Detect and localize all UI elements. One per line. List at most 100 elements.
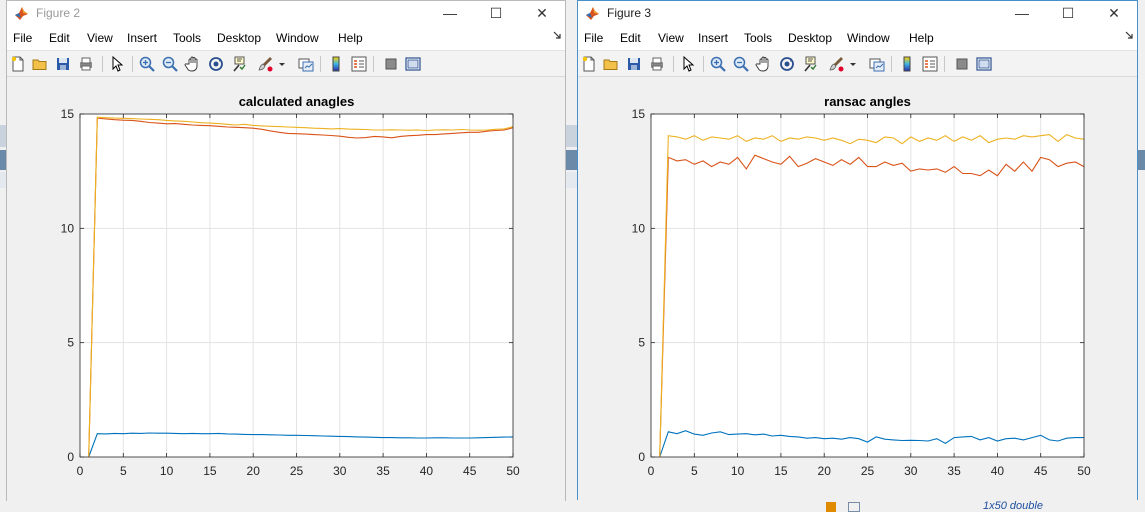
data-cursor-icon[interactable] [231, 55, 249, 73]
print-icon[interactable] [77, 55, 95, 73]
save-icon[interactable] [54, 55, 72, 73]
maximize-button[interactable]: ☐ [1061, 5, 1075, 21]
zoom-out-icon[interactable] [732, 55, 750, 73]
plot-area: 0 5 10 15 20 25 30 35 40 45 50 0 5 10 15 ransac angles [578, 77, 1137, 501]
menu-help[interactable]: Help [909, 31, 934, 45]
background-strip [566, 172, 578, 188]
link-plot-icon[interactable] [868, 55, 886, 73]
rotate-3d-icon[interactable] [207, 55, 225, 73]
background-window-right [1138, 0, 1145, 512]
menu-tools[interactable]: Tools [173, 31, 202, 45]
zoom-out-icon[interactable] [161, 55, 179, 73]
pan-icon[interactable] [184, 55, 202, 73]
menu-window[interactable]: Window [276, 31, 319, 45]
title-bar[interactable]: Figure 2 — ☐ ✕ [7, 1, 565, 26]
minimize-button[interactable]: — [443, 5, 457, 21]
show-plot-tools-icon[interactable] [975, 55, 993, 73]
menu-bar: File Edit View Insert Tools Desktop Window Help [7, 26, 565, 50]
x-tick-label: 25 [861, 464, 875, 478]
menu-tools[interactable]: Tools [744, 31, 773, 45]
title-bar[interactable]: Figure 3 — ☐ ✕ [578, 1, 1137, 26]
dock-arrow-icon[interactable] [553, 31, 561, 42]
menu-insert[interactable]: Insert [127, 31, 158, 45]
zoom-in-icon[interactable] [709, 55, 727, 73]
zoom-in-icon[interactable] [138, 55, 156, 73]
matlab-figure-icon [585, 6, 600, 21]
save-icon[interactable] [625, 55, 643, 73]
x-tick-label: 20 [818, 464, 832, 478]
menu-desktop[interactable]: Desktop [217, 31, 262, 45]
menu-bar: File Edit View Insert Tools Desktop Window Help [578, 26, 1137, 50]
maximize-button[interactable]: ☐ [489, 5, 503, 21]
toolbar-separator [373, 56, 374, 72]
x-tick-label: 40 [991, 464, 1005, 478]
hide-plot-tools-icon[interactable] [382, 55, 400, 73]
y-tick-label: 5 [638, 336, 645, 350]
background-strip [0, 172, 6, 188]
data-cursor-icon[interactable] [802, 55, 820, 73]
link-plot-icon[interactable] [297, 55, 315, 73]
table-icon [848, 502, 860, 512]
menu-file[interactable]: File [13, 31, 33, 45]
print-icon[interactable] [648, 55, 666, 73]
pointer-icon[interactable] [108, 55, 126, 73]
brush-icon[interactable] [827, 55, 845, 73]
x-tick-label: 25 [290, 464, 304, 478]
colorbar-icon[interactable] [898, 55, 916, 73]
series-line-1 [88, 432, 514, 458]
x-tick-label: 5 [691, 464, 698, 478]
figure-toolbar [578, 50, 1137, 77]
menu-view[interactable]: View [658, 31, 684, 45]
hide-plot-tools-icon[interactable] [953, 55, 971, 73]
legend-icon[interactable] [350, 55, 368, 73]
line-chart[interactable]: 0 5 10 15 20 25 30 35 40 45 50 0 5 10 15 calculated ana… [7, 77, 567, 501]
menu-edit[interactable]: Edit [620, 31, 641, 45]
x-tick-label: 30 [333, 464, 347, 478]
menu-view[interactable]: View [87, 31, 113, 45]
x-tick-label: 40 [420, 464, 434, 478]
pointer-icon[interactable] [679, 55, 697, 73]
background-window-middle [566, 0, 578, 512]
menu-window[interactable]: Window [847, 31, 890, 45]
brush-dropdown-icon[interactable] [278, 55, 286, 73]
chart-title: calculated anagles [239, 94, 355, 109]
variable-icon [826, 502, 836, 512]
workspace-value: 1x50 double [983, 500, 1043, 512]
window-title: Figure 2 [36, 6, 81, 20]
menu-insert[interactable]: Insert [698, 31, 729, 45]
menu-file[interactable]: File [584, 31, 604, 45]
brush-icon[interactable] [256, 55, 274, 73]
x-tick-label: 50 [1077, 464, 1091, 478]
new-figure-icon[interactable] [580, 55, 598, 73]
rotate-3d-icon[interactable] [778, 55, 796, 73]
minimize-button[interactable]: — [1015, 5, 1029, 21]
show-plot-tools-icon[interactable] [404, 55, 422, 73]
colorbar-icon[interactable] [327, 55, 345, 73]
open-file-icon[interactable] [31, 55, 49, 73]
chart-title: ransac angles [824, 94, 911, 109]
line-chart[interactable]: 0 5 10 15 20 25 30 35 40 45 50 0 5 10 15 ransac angles [578, 77, 1138, 501]
pan-icon[interactable] [755, 55, 773, 73]
close-button[interactable]: ✕ [1108, 5, 1120, 21]
toolbar-separator [703, 56, 704, 72]
legend-icon[interactable] [921, 55, 939, 73]
matlab-figure-icon [14, 6, 29, 21]
menu-edit[interactable]: Edit [49, 31, 70, 45]
toolbar-separator [944, 56, 945, 72]
x-tick-label: 50 [506, 464, 520, 478]
x-tick-label: 10 [160, 464, 174, 478]
background-strip [0, 150, 6, 170]
menu-desktop[interactable]: Desktop [788, 31, 833, 45]
x-tick-label: 15 [203, 464, 217, 478]
figure-3-window: Figure 3 — ☐ ✕ File Edit View Insert Tools Deskto… [577, 0, 1138, 501]
menu-help[interactable]: Help [338, 31, 363, 45]
plot-area: 0 5 10 15 20 25 30 35 40 45 50 0 5 10 15 calculated ana… [7, 77, 565, 501]
open-file-icon[interactable] [602, 55, 620, 73]
y-tick-label: 10 [632, 221, 646, 235]
close-button[interactable]: ✕ [536, 5, 548, 21]
x-tick-label: 20 [247, 464, 261, 478]
brush-dropdown-icon[interactable] [849, 55, 857, 73]
series-line-3 [659, 133, 1085, 458]
new-figure-icon[interactable] [9, 55, 27, 73]
dock-arrow-icon[interactable] [1125, 31, 1133, 42]
